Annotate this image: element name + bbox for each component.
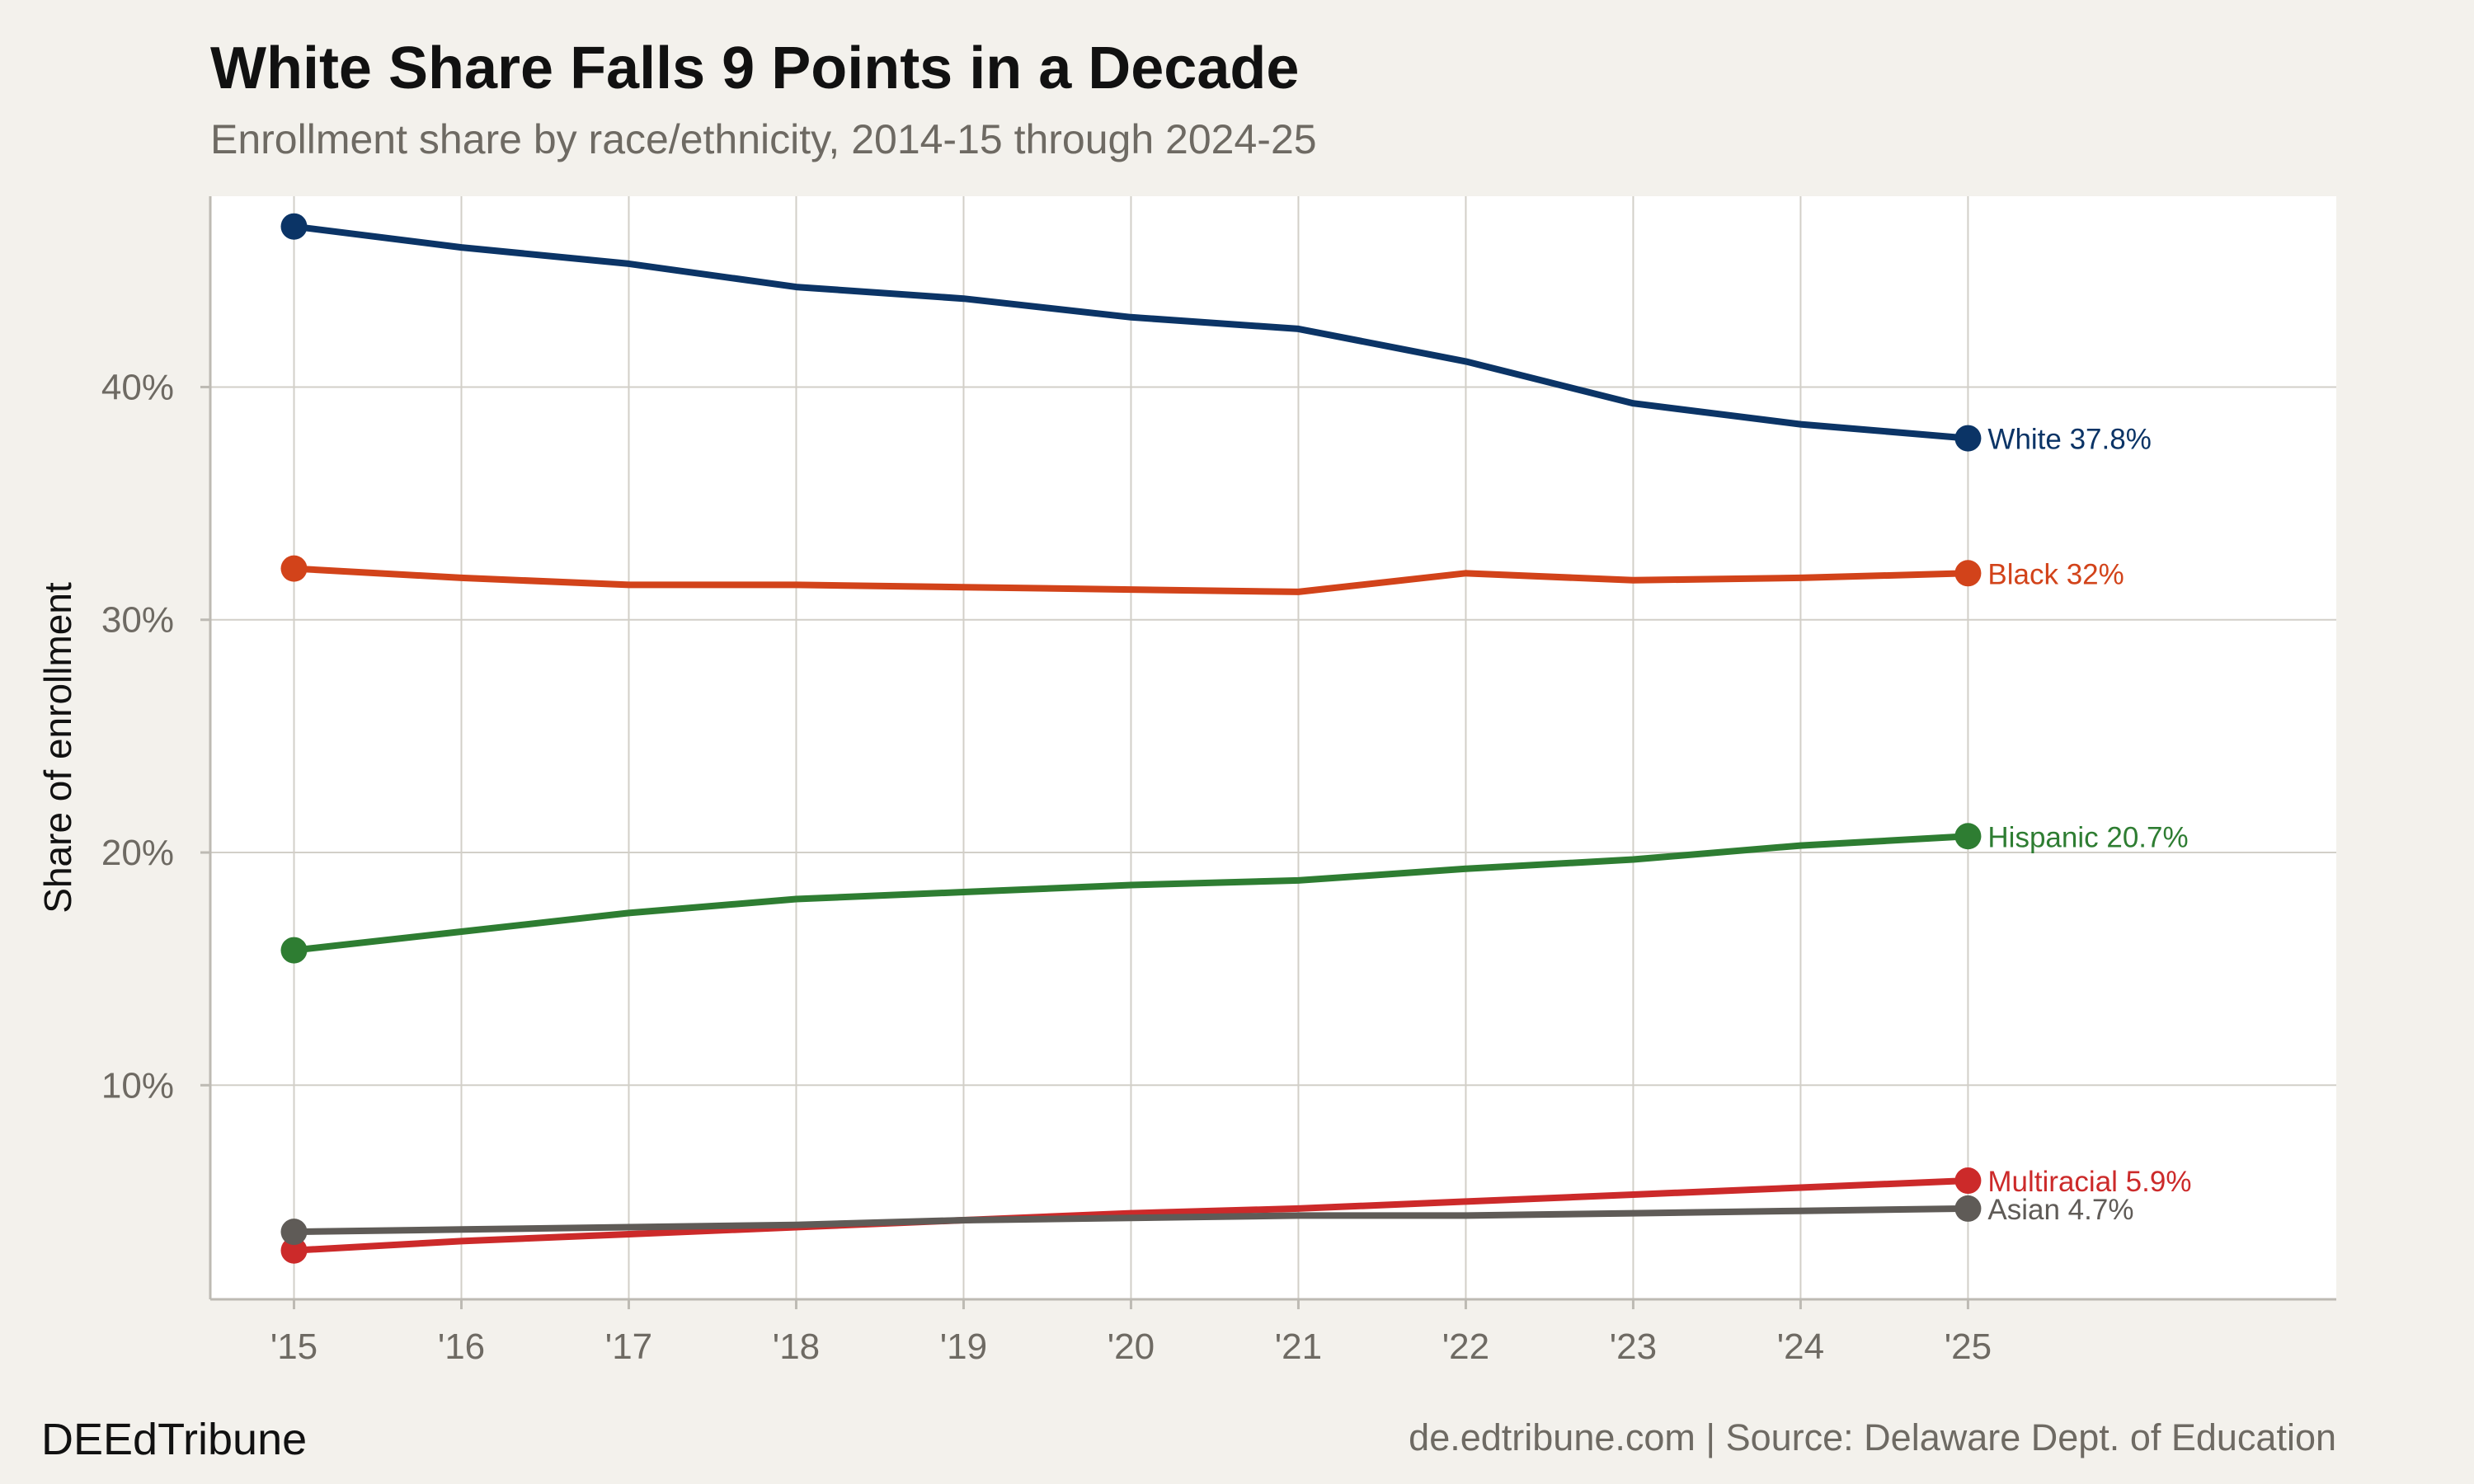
hispanic-end-label: Hispanic 20.7%: [1987, 821, 2188, 853]
hispanic-line: [290, 833, 1972, 954]
white-start-point: [280, 213, 308, 240]
series-white: White 37.8%: [280, 213, 2152, 456]
y-axis-title: Share of enrollment: [36, 582, 79, 913]
brand-logo-text: DEEdTribune: [41, 1415, 308, 1464]
chart-subtitle: Enrollment share by race/ethnicity, 2014…: [210, 116, 1317, 162]
multiracial-line: [290, 1177, 1972, 1254]
y-tick-label: 30%: [101, 600, 174, 641]
white-line: [290, 223, 1972, 442]
series-multiracial: Multiracial 5.9%: [280, 1166, 2191, 1264]
x-tick-label: '17: [605, 1327, 652, 1367]
x-tick-label: '24: [1777, 1327, 1824, 1367]
series-black: Black 32%: [280, 555, 2124, 595]
black-start-point: [280, 555, 308, 582]
black-end-label: Black 32%: [1987, 558, 2124, 590]
x-tick-label: '22: [1442, 1327, 1489, 1367]
axes: [209, 196, 2336, 1301]
series-layer: White 37.8% Black 32% Hispanic 20.7% Multir…: [280, 213, 2191, 1264]
source-credit: de.edtribune.com | Source: Delaware Dept…: [1409, 1416, 2336, 1458]
gridlines: [200, 196, 2336, 1309]
x-tick-label: '20: [1108, 1327, 1155, 1367]
plot-panel: [210, 196, 2336, 1299]
x-tick-label: '25: [1945, 1327, 1992, 1367]
series-asian: Asian 4.7%: [280, 1194, 2133, 1246]
multiracial-end-label: Multiracial 5.9%: [1987, 1166, 2191, 1198]
x-tick-label: '23: [1610, 1327, 1657, 1367]
x-tick-label: '16: [438, 1327, 485, 1367]
asian-end-label: Asian 4.7%: [1987, 1194, 2133, 1226]
multiracial-end-point: [1954, 1167, 1982, 1195]
multiracial-start-point: [280, 1237, 308, 1264]
x-tick-label: '21: [1275, 1327, 1322, 1367]
y-tick-label: 40%: [101, 367, 174, 407]
asian-line: [290, 1205, 1972, 1236]
x-tick-label: '19: [940, 1327, 987, 1367]
chart-title: White Share Falls 9 Points in a Decade: [210, 35, 1300, 101]
asian-start-point: [280, 1219, 308, 1246]
x-tick-label: '18: [773, 1327, 820, 1367]
hispanic-start-point: [280, 937, 308, 964]
tick-labels: '15 '16 '17 '18 '19 '20 '21 '22 '23 '24 '25 10% 20% 3…: [101, 367, 1992, 1367]
x-tick-label: '15: [270, 1327, 317, 1367]
black-end-point: [1954, 560, 1982, 587]
series-hispanic: Hispanic 20.7%: [280, 821, 2189, 964]
asian-end-point: [1954, 1195, 1982, 1222]
hispanic-end-point: [1954, 823, 1982, 850]
black-line: [290, 565, 1972, 595]
white-end-point: [1954, 425, 1982, 452]
y-tick-label: 10%: [101, 1065, 174, 1106]
y-tick-label: 20%: [101, 833, 174, 873]
white-end-label: White 37.8%: [1987, 424, 2151, 456]
